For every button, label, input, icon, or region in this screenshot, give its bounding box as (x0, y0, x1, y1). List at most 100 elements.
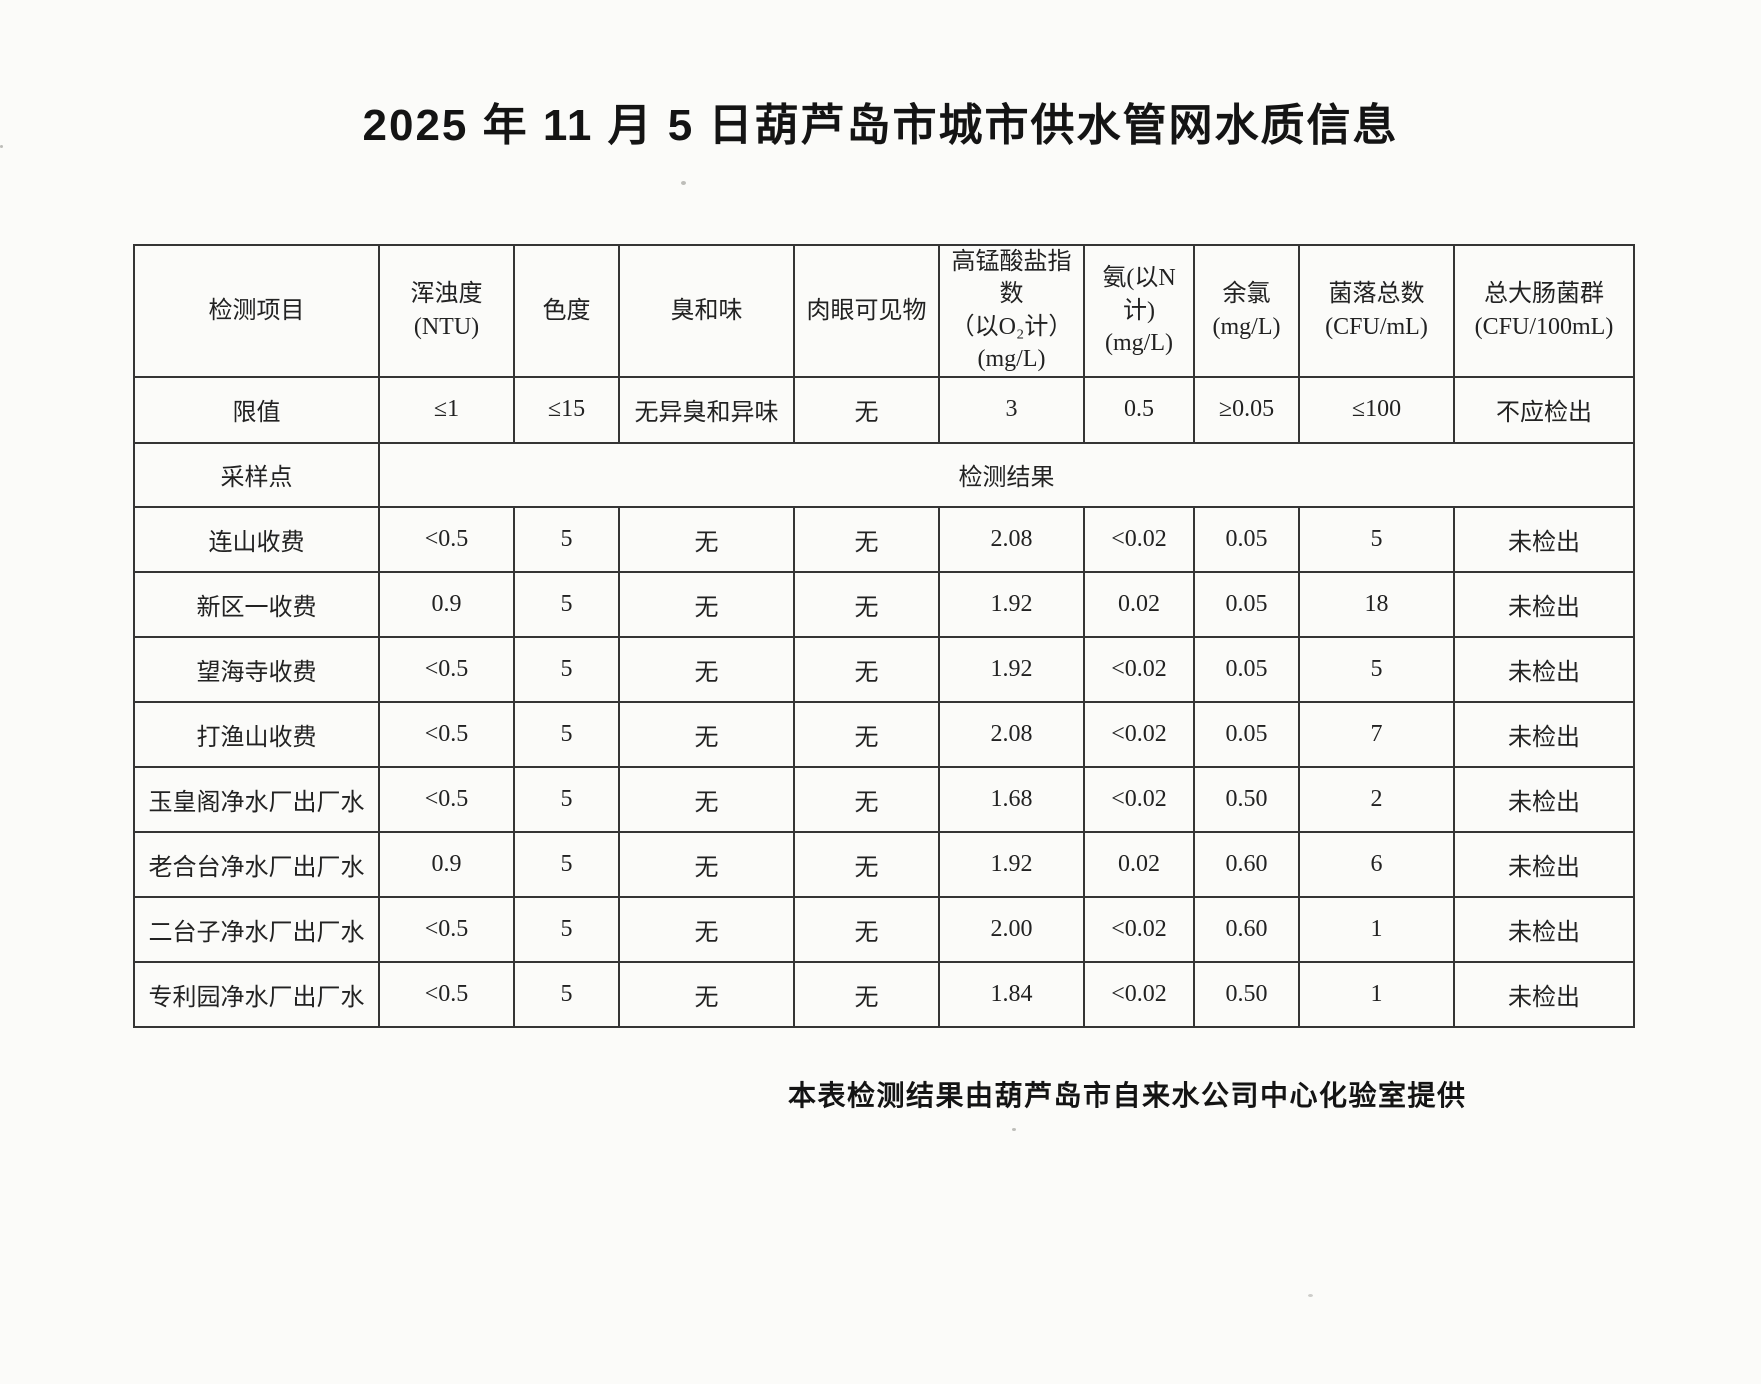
result-cell: <0.02 (1083, 635, 1195, 703)
limit-row: 限值 ≤1 ≤15 无异臭和异味 无 3 0.5 ≥0.05 ≤100 不应检出 (133, 375, 1635, 444)
result-cell: 无 (618, 635, 795, 703)
sample-row: 望海寺收费 <0.5 5 无无 1.92 <0.02 0.05 5 未检出 (133, 635, 1635, 703)
sample-site-cell: 老合台净水厂出厂水 (133, 830, 380, 898)
result-cell: 5 (513, 960, 620, 1028)
table-header: 检测项目 浑浊度(NTU) 色度 臭和味 肉眼可见物 高锰酸盐指数 （以O₂计）… (133, 244, 1635, 378)
result-cell: 5 (513, 765, 620, 833)
result-cell: <0.5 (378, 635, 515, 703)
result-cell: 1.84 (938, 960, 1085, 1028)
sample-site-cell: 望海寺收费 (133, 635, 380, 703)
result-cell: 5 (513, 635, 620, 703)
header-cell-visible-matter: 肉眼可见物 (793, 244, 940, 378)
header-cell-residual-chlorine: 余氯 (mg/L) (1193, 244, 1300, 378)
header-cell-colony-count: 菌落总数 (CFU/mL) (1298, 244, 1455, 378)
result-cell: 6 (1298, 830, 1455, 898)
result-cell: 1.68 (938, 765, 1085, 833)
result-cell: 无 (618, 570, 795, 638)
limit-value: 无 (793, 375, 940, 444)
header-label: (mg/L) (977, 346, 1046, 373)
sample-site-cell: 新区一收费 (133, 570, 380, 638)
result-cell: 0.60 (1193, 830, 1300, 898)
result-cell: 未检出 (1453, 960, 1635, 1028)
result-cell: 无 (618, 505, 795, 573)
limit-value: ≤1 (378, 375, 515, 444)
result-cell: 无 (793, 570, 940, 638)
result-cell: <0.02 (1083, 765, 1195, 833)
result-cell: <0.5 (378, 960, 515, 1028)
header-label: 高锰酸盐指数 (951, 249, 1072, 308)
result-cell: 0.9 (378, 570, 515, 638)
scan-speck (1308, 1294, 1313, 1297)
result-cell: 5 (1298, 505, 1455, 573)
header-label: 氨(以N计) (1102, 265, 1176, 324)
result-cell: <0.5 (378, 700, 515, 768)
result-cell: 2.08 (938, 505, 1085, 573)
result-cell: 未检出 (1453, 830, 1635, 898)
header-label: (CFU/100mL) (1474, 313, 1614, 340)
result-cell: 2.00 (938, 895, 1085, 963)
result-cell: 无 (793, 635, 940, 703)
result-cell: <0.5 (378, 895, 515, 963)
header-label: 浑浊度(NTU) (410, 281, 483, 340)
scan-speck (0, 145, 3, 148)
sample-row: 二台子净水厂出厂水 <0.5 5 无无 2.00 <0.02 0.60 1 未检出 (133, 895, 1635, 963)
limit-value: ≤15 (513, 375, 620, 444)
result-cell: 5 (513, 505, 620, 573)
result-cell: 18 (1298, 570, 1455, 638)
header-cell-color: 色度 (513, 244, 620, 378)
result-cell: 无 (618, 765, 795, 833)
limit-value: 不应检出 (1453, 375, 1635, 444)
header-row: 检测项目 浑浊度(NTU) 色度 臭和味 肉眼可见物 高锰酸盐指数 （以O₂计）… (133, 244, 1635, 378)
result-cell: 0.60 (1193, 895, 1300, 963)
result-cell: 无 (793, 960, 940, 1028)
result-cell: 未检出 (1453, 635, 1635, 703)
section-row: 采样点 检测结果 (133, 441, 1635, 508)
sample-row: 连山收费 <0.5 5 无无 2.08 <0.02 0.05 5 未检出 (133, 505, 1635, 573)
table-body: 连山收费 <0.5 5 无无 2.08 <0.02 0.05 5 未检出 新区一收费 0.9 5 无无 1… (133, 505, 1635, 1028)
sample-site-cell: 打渔山收费 (133, 700, 380, 768)
result-cell: 未检出 (1453, 505, 1635, 573)
result-cell: 5 (513, 830, 620, 898)
header-label: 肉眼可见物 (806, 297, 927, 324)
result-cell: 0.02 (1083, 830, 1195, 898)
scan-speck (681, 181, 686, 185)
result-cell: 1.92 (938, 635, 1085, 703)
result-cell: 0.05 (1193, 700, 1300, 768)
sample-row: 专利园净水厂出厂水 <0.5 5 无无 1.84 <0.02 0.50 1 未检出 (133, 960, 1635, 1028)
result-cell: <0.5 (378, 765, 515, 833)
result-cell: 0.05 (1193, 570, 1300, 638)
result-cell: <0.5 (378, 505, 515, 573)
limit-value: 0.5 (1083, 375, 1195, 444)
header-label: (mg/L) (1212, 313, 1281, 340)
result-cell: 2.08 (938, 700, 1085, 768)
sample-site-cell: 二台子净水厂出厂水 (133, 895, 380, 963)
result-cell: 5 (1298, 635, 1455, 703)
result-cell: 5 (513, 895, 620, 963)
result-cell: 未检出 (1453, 700, 1635, 768)
header-cell-coliform: 总大肠菌群 (CFU/100mL) (1453, 244, 1635, 378)
header-label: 臭和味 (670, 297, 743, 324)
result-cell: 0.50 (1193, 960, 1300, 1028)
result-cell: 0.02 (1083, 570, 1195, 638)
water-quality-table: 检测项目 浑浊度(NTU) 色度 臭和味 肉眼可见物 高锰酸盐指数 （以O₂计）… (133, 244, 1635, 1028)
result-cell: 7 (1298, 700, 1455, 768)
header-cell-item: 检测项目 (133, 244, 380, 378)
header-label: (CFU/mL) (1325, 313, 1428, 340)
result-cell: 1 (1298, 960, 1455, 1028)
limit-value: ≤100 (1298, 375, 1455, 444)
result-cell: 未检出 (1453, 895, 1635, 963)
header-cell-turbidity: 浑浊度(NTU) (378, 244, 515, 378)
header-label: 余氯 (1222, 281, 1271, 308)
result-cell: 未检出 (1453, 765, 1635, 833)
result-cell: 无 (618, 830, 795, 898)
document-title: 2025 年 11 月 5 日葫芦岛市城市供水管网水质信息 (362, 101, 1399, 150)
result-cell: 5 (513, 700, 620, 768)
header-label: 菌落总数 (1328, 281, 1425, 308)
sample-row: 玉皇阁净水厂出厂水 <0.5 5 无无 1.68 <0.02 0.50 2 未检出 (133, 765, 1635, 833)
sampling-point-label: 采样点 (133, 441, 380, 508)
header-label: 总大肠菌群 (1484, 281, 1604, 308)
result-cell: 1.92 (938, 570, 1085, 638)
sample-row: 打渔山收费 <0.5 5 无无 2.08 <0.02 0.05 7 未检出 (133, 700, 1635, 768)
scan-speck (1012, 1128, 1016, 1131)
result-cell: 0.9 (378, 830, 515, 898)
